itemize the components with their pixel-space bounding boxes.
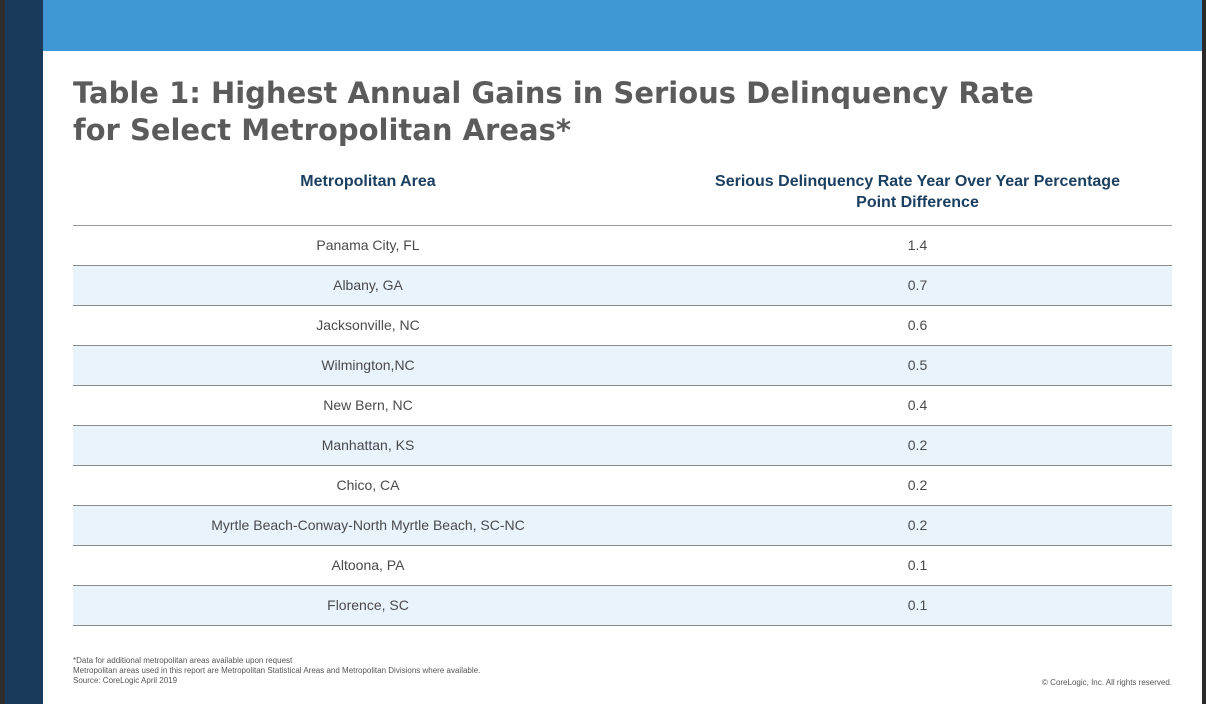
cell-area: New Bern, NC [323, 397, 413, 413]
slide: Table 1: Highest Annual Gains in Serious… [43, 51, 1202, 704]
left-edge-bar [0, 0, 43, 704]
footnote-source: Source: CoreLogic April 2019 [73, 676, 178, 685]
footnote-metro-definition: Metropolitan areas used in this report a… [73, 666, 481, 675]
cell-rate: 0.5 [907, 357, 928, 373]
cell-rate: 0.6 [907, 317, 928, 333]
column-header-area: Metropolitan Area [300, 173, 436, 190]
cell-area: Myrtle Beach-Conway-North Myrtle Beach, … [211, 517, 525, 533]
cell-rate: 0.7 [907, 277, 928, 293]
table-row: Panama City, FL 1.4 [73, 226, 1172, 266]
table-header: Metropolitan Area Serious Delinquency Ra… [73, 169, 1172, 226]
footnotes: *Data for additional metropolitan areas … [73, 656, 773, 686]
cell-area: Florence, SC [327, 597, 409, 613]
copyright-notice: © CoreLogic, Inc. All rights reserved. [1042, 678, 1172, 687]
table-row: Jacksonville, NC 0.6 [73, 306, 1172, 346]
cell-area: Chico, CA [336, 477, 400, 493]
cell-rate: 1.4 [907, 237, 928, 253]
cell-area: Altoona, PA [331, 557, 405, 573]
table-row: Chico, CA 0.2 [73, 466, 1172, 506]
left-edge-shadow [0, 0, 5, 704]
cell-rate: 0.4 [907, 397, 928, 413]
data-table: Metropolitan Area Serious Delinquency Ra… [73, 169, 1172, 626]
table-row: Altoona, PA 0.1 [73, 546, 1172, 586]
top-band [43, 0, 1202, 51]
cell-rate: 0.2 [907, 437, 928, 453]
right-edge-bar [1202, 0, 1206, 704]
table-row: Florence, SC 0.1 [73, 586, 1172, 626]
table-row: Manhattan, KS 0.2 [73, 426, 1172, 466]
cell-area: Jacksonville, NC [316, 317, 420, 333]
cell-rate: 0.2 [907, 477, 928, 493]
cell-area: Albany, GA [333, 277, 403, 293]
cell-area: Panama City, FL [316, 237, 420, 253]
cell-rate: 0.1 [907, 597, 928, 613]
cell-area: Manhattan, KS [321, 437, 415, 453]
cell-area: Wilmington,NC [321, 357, 415, 373]
table-row: Albany, GA 0.7 [73, 266, 1172, 306]
page-title: Table 1: Highest Annual Gains in Serious… [73, 76, 1034, 147]
cell-rate: 0.2 [907, 517, 928, 533]
table-row: Myrtle Beach-Conway-North Myrtle Beach, … [73, 506, 1172, 546]
footnote-data-request: *Data for additional metropolitan areas … [73, 656, 293, 665]
table-row: New Bern, NC 0.4 [73, 386, 1172, 426]
column-header-rate: Serious Delinquency Rate Year Over Year … [715, 173, 1120, 211]
table-row: Wilmington,NC 0.5 [73, 346, 1172, 386]
cell-rate: 0.1 [907, 557, 928, 573]
